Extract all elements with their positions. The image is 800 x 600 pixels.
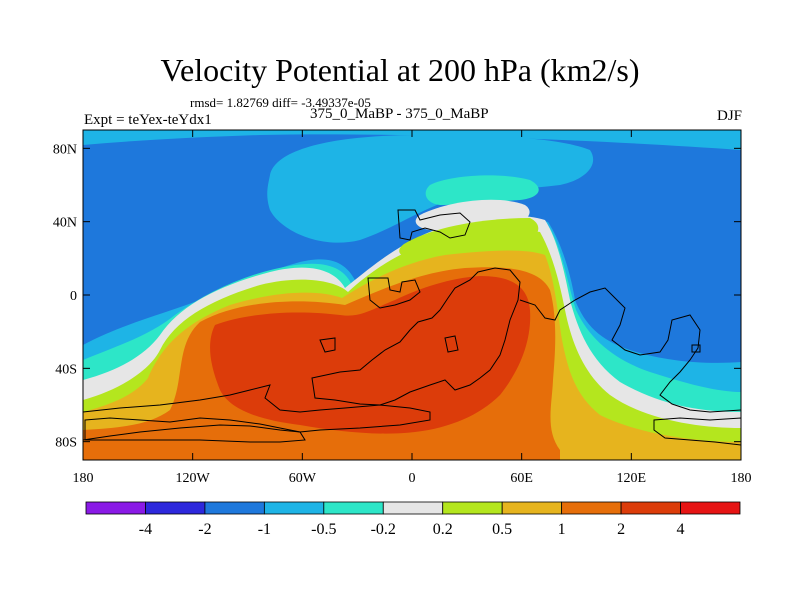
outline-central-land xyxy=(311,267,521,406)
colorbar-swatch xyxy=(442,501,503,515)
x-tick-label: 60W xyxy=(289,471,317,486)
colorbar-label: -0.5 xyxy=(311,521,336,538)
y-tick-label: 80N xyxy=(53,142,77,157)
outline-southern-west xyxy=(84,417,306,443)
colorbar-label: -2 xyxy=(198,521,211,538)
x-tick-label: 180 xyxy=(73,471,94,486)
outline-eastern-coast xyxy=(519,287,741,413)
comparison-label: 375_0_MaBP - 375_0_MaBP xyxy=(310,106,489,122)
colorbar-swatch xyxy=(323,501,384,515)
continent-outlines xyxy=(83,209,741,446)
chart-title: Velocity Potential at 200 hPa (km2/s) xyxy=(160,52,640,88)
outline-south-eastern-land xyxy=(653,417,741,446)
x-axis: 180 120W 60W 0 60E 120E 180 xyxy=(73,130,752,486)
colorbar-label: 0.2 xyxy=(433,521,453,538)
colorbar-swatch xyxy=(204,501,265,515)
colorbar-swatch xyxy=(382,501,444,515)
y-tick-label: 80S xyxy=(55,436,77,451)
colorbar-swatch xyxy=(680,501,741,515)
colorbar: -4 -2 -1 -0.5 -0.2 0.2 0.5 1 2 4 xyxy=(85,501,741,538)
y-axis: 80N 40N 0 40S 80S xyxy=(53,142,741,451)
y-tick-label: 0 xyxy=(70,289,77,304)
outline-western-islands xyxy=(319,335,701,353)
colorbar-swatch xyxy=(561,501,622,515)
colorbar-label: 0.5 xyxy=(492,521,512,538)
outline-northern-land xyxy=(397,209,471,241)
contour-minus-half-polar xyxy=(83,130,741,150)
colorbar-swatch xyxy=(85,501,146,515)
colorbar-swatch xyxy=(263,501,325,515)
colorbar-swatch xyxy=(145,501,206,515)
colorbar-label: -0.2 xyxy=(371,521,396,538)
colorbar-swatch xyxy=(620,501,681,515)
y-tick-label: 40N xyxy=(53,216,77,231)
x-tick-label: 120E xyxy=(617,471,647,486)
contour-plus-point2-north xyxy=(399,218,539,258)
colorbar-label: -4 xyxy=(139,521,152,538)
colorbar-label: -1 xyxy=(258,521,271,538)
colorbar-label: 4 xyxy=(677,521,685,538)
outline-upper-islands xyxy=(367,277,421,309)
contour-fill xyxy=(83,130,741,460)
y-tick-label: 40S xyxy=(55,362,77,377)
x-tick-label: 0 xyxy=(409,471,416,486)
stats-text: rmsd= 1.82769 diff= -3.49337e-05 xyxy=(190,95,371,110)
season-label: DJF xyxy=(716,108,742,124)
colorbar-swatch xyxy=(501,501,563,515)
outline-western-land xyxy=(83,384,431,441)
x-tick-label: 60E xyxy=(510,471,533,486)
contour-minus-point2-north xyxy=(425,175,539,205)
colorbar-label: 1 xyxy=(558,521,566,538)
colorbar-label: 2 xyxy=(617,521,625,538)
x-tick-label: 120W xyxy=(176,471,211,486)
x-tick-label: 180 xyxy=(731,471,752,486)
contour-plus-two xyxy=(210,276,531,434)
experiment-label: Expt = teYex-teYdx1 xyxy=(84,112,212,128)
